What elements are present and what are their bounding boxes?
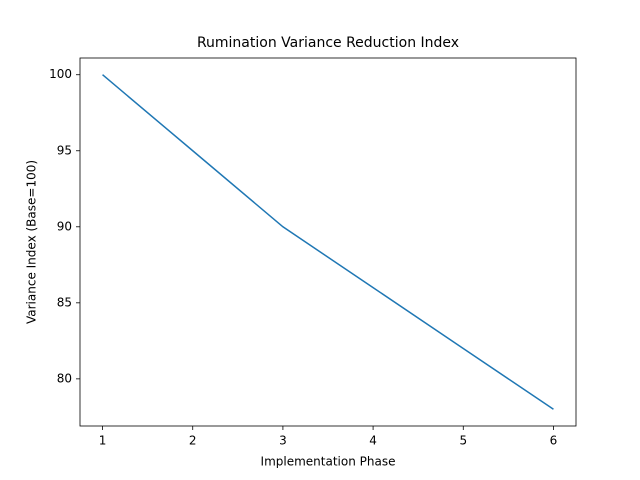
x-tick-label: 5 <box>459 434 467 448</box>
y-tick-label: 80 <box>57 371 72 385</box>
y-tick-label: 85 <box>57 295 72 309</box>
x-tick-label: 4 <box>369 434 377 448</box>
plot-frame <box>79 57 577 427</box>
data-line <box>102 74 554 410</box>
y-axis-label: Variance Index (Base=100) <box>25 160 39 324</box>
x-axis-label: Implementation Phase <box>261 455 396 469</box>
y-tick-label: 90 <box>57 219 72 233</box>
x-tick-label: 1 <box>99 434 107 448</box>
x-tick-label: 2 <box>189 434 197 448</box>
y-tick-label: 95 <box>57 143 72 157</box>
x-tick-label: 6 <box>550 434 558 448</box>
x-tick-label: 3 <box>279 434 287 448</box>
y-tick-label: 100 <box>49 67 72 81</box>
chart-title: Rumination Variance Reduction Index <box>197 35 459 51</box>
